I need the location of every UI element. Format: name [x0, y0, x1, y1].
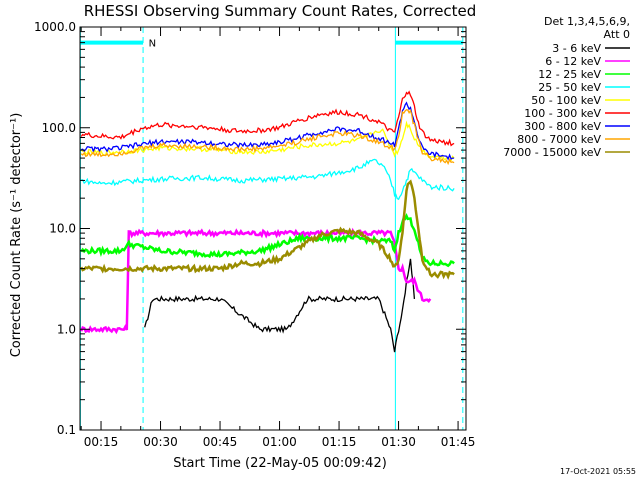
x-axis: 00:15 00:30 00:45 01:00 01:15 01:30 01:45: [80, 27, 476, 449]
legend-label: 50 - 100 keV: [531, 94, 601, 107]
y-tick-label: 1.0: [57, 322, 76, 336]
timestamp: 17-Oct-2021 05:55: [560, 467, 636, 476]
series-line-5: [80, 90, 455, 147]
y-axis: 0.1 1.0 10.0 100.0 1000.0: [34, 20, 466, 437]
series-line-0: [144, 258, 416, 353]
x-tick-label: 01:00: [262, 435, 297, 449]
legend-label: 12 - 25 keV: [538, 68, 601, 81]
legend-label: 6 - 12 keV: [545, 55, 601, 68]
y-tick-label: 100.0: [42, 121, 76, 135]
x-tick-label: 01:15: [322, 435, 357, 449]
series-line-7: [80, 108, 455, 166]
y-tick-label: 10.0: [49, 222, 76, 236]
x-tick-label: 01:30: [381, 435, 416, 449]
series-line-2: [80, 213, 455, 268]
legend-label: 7000 - 15000 keV: [503, 146, 601, 159]
x-tick-label: 00:15: [84, 435, 119, 449]
x-tick-label: 01:45: [441, 435, 476, 449]
series-line-8: [80, 179, 455, 280]
flag-label: N: [149, 39, 156, 50]
x-axis-label: Start Time (22-May-05 00:09:42): [173, 456, 387, 471]
y-tick-label: 1000.0: [34, 20, 76, 34]
x-tick-label: 00:30: [143, 435, 178, 449]
legend-header: Det 1,3,4,5,6,9,: [544, 15, 630, 28]
legend-label: 3 - 6 keV: [552, 42, 601, 55]
y-tick-label: 0.1: [57, 423, 76, 437]
legend-label: 800 - 7000 keV: [517, 133, 601, 146]
legend-label: 25 - 50 keV: [538, 81, 601, 94]
legend-header: Att 0: [604, 28, 630, 41]
series-line-1: [80, 227, 432, 335]
legend-label: 100 - 300 keV: [524, 107, 601, 120]
series-layer: [80, 90, 455, 353]
series-line-4: [80, 120, 455, 162]
y-axis-label: Corrected Count Rate (s⁻¹ detector⁻¹): [9, 113, 24, 358]
legend-label: 300 - 800 keV: [524, 120, 601, 133]
series-line-6: [81, 101, 455, 161]
chart-title: RHESSI Observing Summary Count Rates, Co…: [84, 2, 477, 20]
series-line-3: [81, 158, 455, 201]
x-tick-label: 00:45: [203, 435, 238, 449]
